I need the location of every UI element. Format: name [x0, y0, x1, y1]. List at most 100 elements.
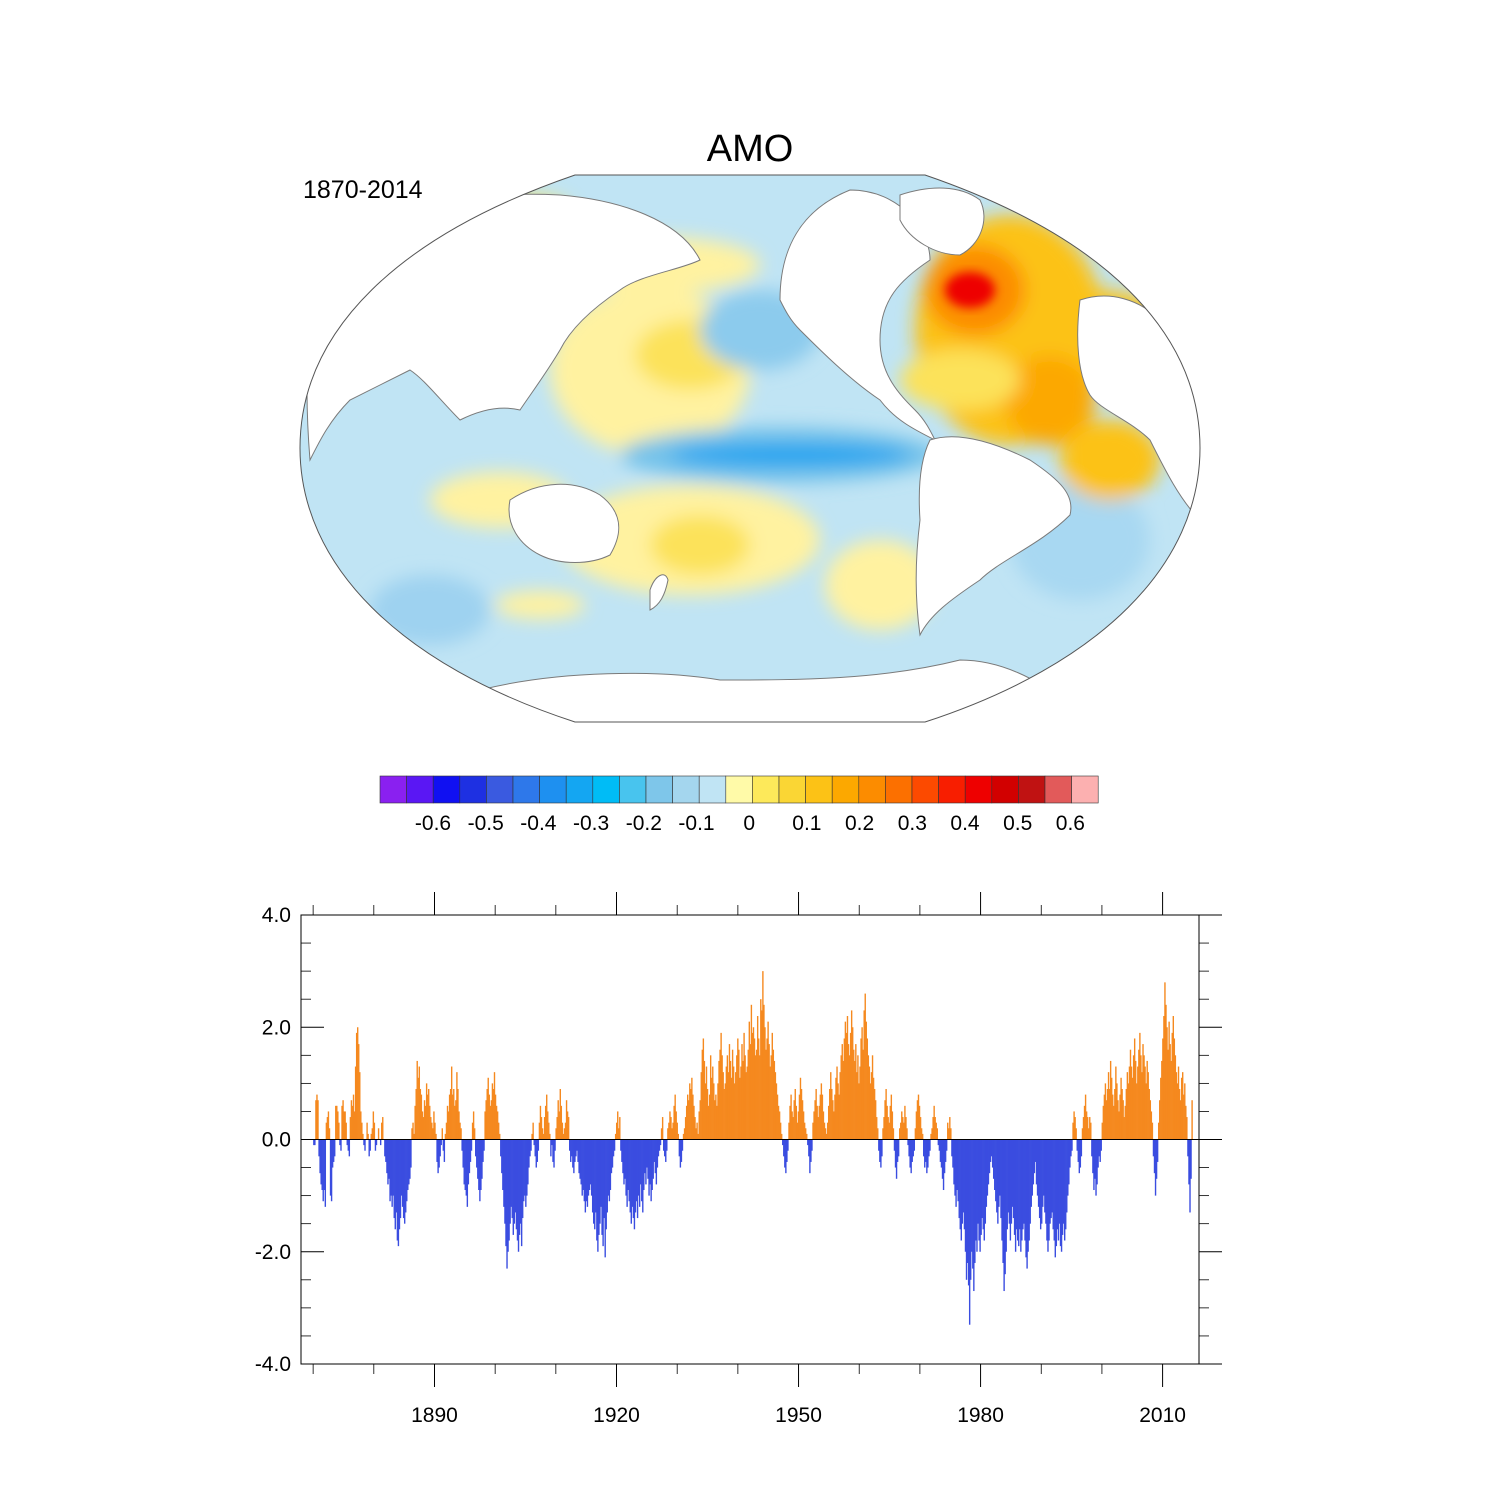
bar [753, 1038, 756, 1140]
bar [1126, 1072, 1129, 1140]
bar [566, 1111, 569, 1140]
bar [1091, 1139, 1093, 1157]
bar [918, 1105, 921, 1140]
bar [876, 1117, 878, 1140]
bar [917, 1094, 920, 1140]
bar [1104, 1083, 1107, 1140]
bar [555, 1128, 557, 1140]
bar [1020, 1139, 1022, 1252]
bar [317, 1100, 319, 1140]
bar [678, 1139, 681, 1157]
bar [487, 1077, 489, 1140]
bar [489, 1105, 492, 1140]
bar [683, 1128, 686, 1140]
bar [482, 1139, 484, 1162]
bar [1110, 1077, 1113, 1140]
bar [541, 1128, 544, 1140]
bar [547, 1111, 549, 1140]
bar [444, 1133, 447, 1140]
bar [320, 1139, 322, 1185]
colorbar-box [565, 775, 594, 804]
bar [1009, 1139, 1012, 1241]
bar [488, 1094, 490, 1140]
bar [1188, 1139, 1190, 1185]
bar [1149, 1100, 1152, 1140]
bar [1160, 1077, 1162, 1140]
bar [511, 1139, 513, 1219]
bar [508, 1139, 510, 1241]
bar [605, 1139, 607, 1230]
y-tick-label: 4.0 [262, 904, 291, 927]
bar [1130, 1066, 1133, 1140]
bar [863, 1010, 865, 1140]
bar [396, 1139, 399, 1241]
bar [1037, 1139, 1040, 1207]
bar [742, 1060, 744, 1140]
bar [667, 1128, 669, 1140]
bar [786, 1139, 788, 1162]
bar [558, 1111, 560, 1140]
bar [321, 1139, 323, 1191]
bar [829, 1088, 831, 1140]
bar [1191, 1100, 1193, 1140]
bar [1115, 1066, 1117, 1140]
bar [1079, 1139, 1082, 1168]
bar [572, 1139, 574, 1168]
bar [949, 1117, 951, 1140]
bar [973, 1139, 975, 1292]
bar [1000, 1139, 1002, 1219]
bar [435, 1133, 437, 1140]
colorbar-box [512, 775, 540, 804]
bar [1124, 1105, 1126, 1140]
bar [421, 1111, 424, 1140]
bar [749, 1044, 752, 1140]
bar [425, 1083, 428, 1140]
bar [761, 1010, 763, 1140]
bar [585, 1139, 588, 1202]
bar [1059, 1139, 1062, 1247]
bar [654, 1139, 657, 1174]
bar [406, 1139, 408, 1202]
bar [497, 1122, 500, 1140]
bar [473, 1128, 476, 1140]
bar [897, 1139, 900, 1157]
bar [462, 1139, 464, 1168]
bar [810, 1139, 812, 1162]
bar [314, 1139, 316, 1146]
bar [350, 1100, 353, 1140]
bar [862, 1049, 864, 1140]
bar [519, 1139, 522, 1224]
bar [609, 1139, 612, 1191]
bar [618, 1128, 620, 1140]
bar [1071, 1139, 1073, 1151]
colorbar-box [858, 775, 886, 804]
bar [1069, 1139, 1071, 1168]
bar [567, 1117, 570, 1140]
bar [582, 1139, 584, 1191]
bar [890, 1094, 893, 1140]
bar [580, 1139, 582, 1185]
bar [931, 1128, 933, 1140]
bar [888, 1122, 890, 1140]
bar [437, 1139, 439, 1174]
bar [722, 1072, 724, 1140]
bar [598, 1139, 600, 1235]
bar [714, 1100, 716, 1140]
bar [908, 1139, 910, 1157]
bar [971, 1139, 973, 1252]
bar [700, 1072, 702, 1140]
bar [529, 1139, 531, 1157]
bar [1088, 1128, 1090, 1140]
bar [620, 1139, 622, 1151]
bar [1078, 1139, 1081, 1174]
bar [428, 1088, 430, 1140]
bar [999, 1139, 1001, 1196]
bar [434, 1122, 436, 1140]
bar [1109, 1060, 1112, 1140]
bar [336, 1105, 338, 1140]
bar [1017, 1139, 1019, 1241]
bar [704, 1083, 707, 1140]
bar [1142, 1044, 1144, 1140]
bar [977, 1139, 979, 1224]
bar [1012, 1139, 1015, 1219]
